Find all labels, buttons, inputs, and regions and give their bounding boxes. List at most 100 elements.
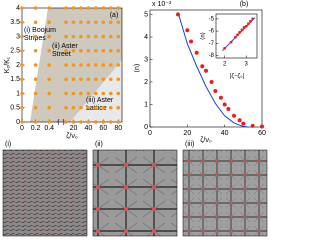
data-point [238,30,242,34]
y-tick-label: -6 [209,29,215,35]
y-tick-label: -7 [209,41,215,47]
data-point [86,48,91,53]
data-point [33,105,38,110]
data-point [47,20,51,25]
data-point [86,20,91,25]
data-point [189,39,194,44]
data-point [246,22,250,26]
data-point [101,77,106,82]
x-tick-label: 0 [148,130,152,137]
data-point [185,28,190,33]
phase-annotation: (iii) Aster [86,97,114,104]
data-point [101,20,106,25]
data-point [241,121,246,126]
data-point [237,118,242,123]
data-point [251,17,255,21]
x-tick-label: 3 [245,62,249,68]
data-point [101,6,106,10]
x-tick-label: 0.2 [31,125,41,132]
data-point [33,77,38,82]
y-tick-label: 5 [144,11,148,18]
data-point [79,20,83,25]
y-tick-label: 1.5 [10,76,20,83]
data-point [244,24,248,28]
data-point [71,48,76,53]
data-point [109,6,113,10]
data-point [79,91,83,96]
y-tick-label: 2.5 [10,48,20,55]
x-tick-label: 20 [183,130,191,137]
data-point [109,91,113,96]
data-point [86,34,91,39]
y-tick-label: 3 [16,33,20,40]
data-point [79,120,83,124]
data-point [79,63,83,67]
data-point [47,63,51,67]
data-point [64,34,68,39]
data-point [20,120,24,124]
data-point [109,63,113,67]
data-point [101,105,106,110]
plot-frame [149,9,263,128]
data-point [71,20,76,25]
data-point [260,124,264,129]
x-axis-label: |ζ−ζ₀| [230,74,245,80]
x-tick-label: 40 [221,130,229,137]
data-point [47,48,51,53]
data-point [47,91,51,96]
data-point [33,63,38,67]
data-point [94,48,98,53]
data-point [71,34,76,39]
data-point [94,63,98,67]
data-point [86,77,91,82]
data-point [64,105,68,110]
data-point [116,63,121,67]
y-tick-label: 3.5 [10,19,20,26]
data-point [240,28,244,32]
y-tick-label: 1 [16,90,20,97]
data-point [33,6,38,10]
data-point [101,120,106,124]
data-point [20,63,24,67]
data-point [86,105,91,110]
data-point [101,91,106,96]
data-point [20,105,24,110]
fit-line [177,12,249,128]
data-point [101,48,106,53]
data-point [79,34,83,39]
data-point [64,91,68,96]
data-point [109,77,113,82]
data-point [20,20,24,25]
data-point [47,6,51,10]
data-point [86,91,91,96]
phase-annotation: Street [52,51,71,58]
data-point [47,105,51,110]
data-point [79,77,83,82]
data-point [94,91,98,96]
phase-region [30,8,122,122]
y-axis-label: ⟨n⟩ [133,63,141,73]
data-point [234,35,237,39]
data-point [47,120,51,124]
data-point [47,77,51,82]
data-point [109,105,113,110]
y-tick-label: 0 [144,124,148,131]
data-point [116,120,121,124]
y-tick-label: 4 [144,34,148,41]
data-point [236,33,239,37]
data-point [116,91,121,96]
data-point [86,63,91,67]
x-axis-label: ζ/ν₀ [200,137,212,144]
data-point [109,34,113,39]
data-point [71,120,76,124]
data-point [79,6,83,10]
data-point [223,46,227,50]
data-point [64,6,68,10]
plot-frame [215,13,258,59]
texture-image [2,149,88,237]
y-tick-label: 0 [16,119,20,126]
data-point [116,77,121,82]
y-tick-label: 1 [144,101,148,108]
data-point [79,48,83,53]
data-point [209,80,214,84]
